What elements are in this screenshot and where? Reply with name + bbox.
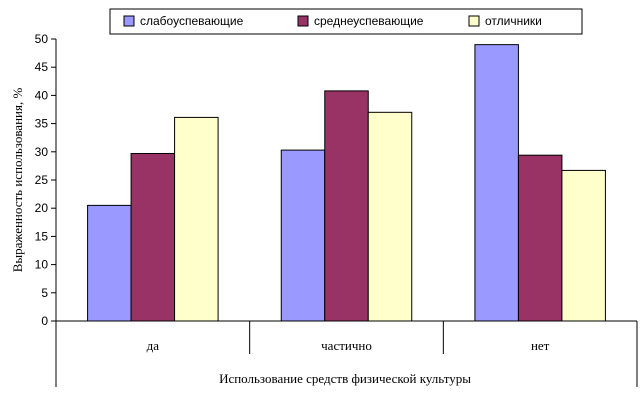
legend-label: слабоуспевающие [140,14,244,28]
axes [55,39,638,387]
y-tick-label: 15 [35,229,49,243]
legend-swatch [297,15,309,27]
y-tick-label: 45 [35,60,49,74]
y-tick-label: 30 [35,145,49,159]
x-axis-title: Использование средств физической культур… [219,371,471,386]
bar-2-2 [561,169,606,322]
bar-2-0 [474,44,519,322]
bar-2-1 [517,154,563,322]
y-tick-label: 5 [41,286,48,300]
bar-1-2 [367,111,413,322]
category-label: да [147,338,160,353]
y-axis-title: Выраженность использования, % [10,88,25,273]
category-label: нет [531,338,550,353]
y-tick-label: 35 [35,117,49,131]
category-label: частично [321,338,372,353]
y-tick-label: 0 [41,314,48,328]
legend-box [109,8,583,35]
legend-swatch [123,15,135,27]
y-tick-label: 20 [35,201,49,215]
legend-label: отличники [485,14,542,28]
legend-label: среднеуспевающие [314,14,424,28]
y-tick-label: 10 [35,258,49,272]
y-tick-label: 40 [35,88,49,102]
bar-0-0 [87,204,132,322]
legend: слабоуспевающие среднеуспевающие отличники [109,8,583,35]
bar-1-1 [324,90,369,322]
bar-0-2 [174,116,219,322]
bar-1-0 [280,149,326,322]
y-tick-label: 25 [35,173,49,187]
bar-0-1 [130,152,176,322]
legend-swatch [468,15,480,27]
y-tick-label: 50 [35,32,49,46]
